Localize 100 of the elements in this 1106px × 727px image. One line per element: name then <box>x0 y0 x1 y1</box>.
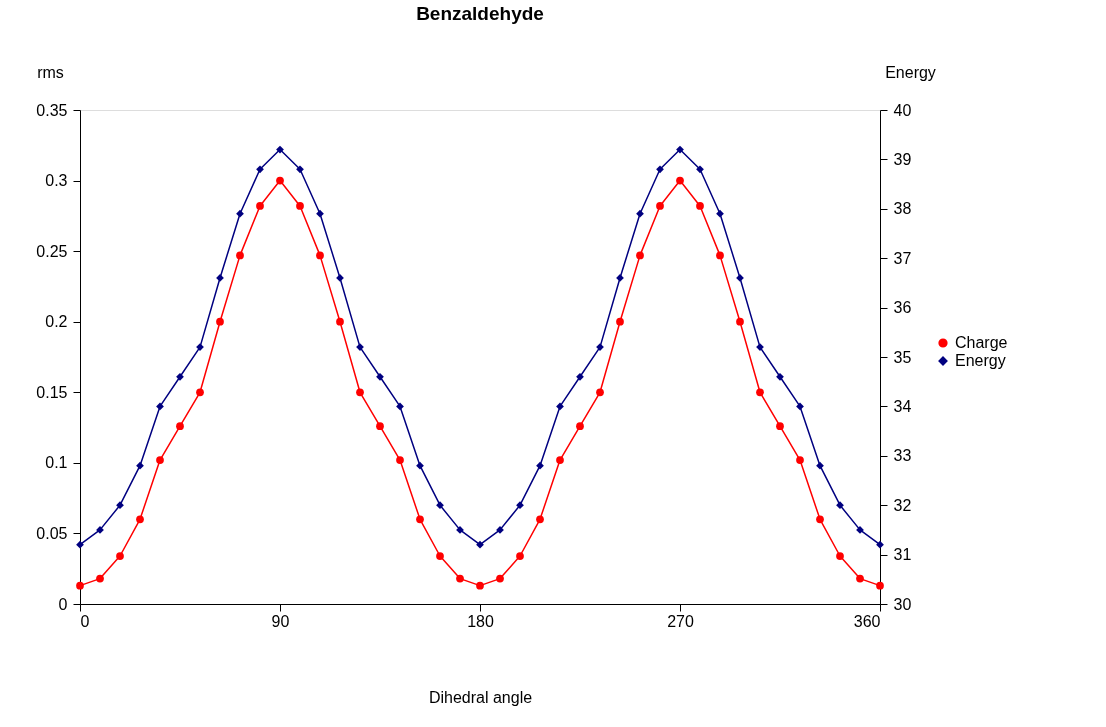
point <box>256 165 264 174</box>
point <box>456 574 464 583</box>
point <box>256 202 264 210</box>
point <box>236 209 244 218</box>
point <box>176 422 184 431</box>
point <box>296 165 304 174</box>
point <box>216 317 224 326</box>
y2-tick-label: 37 <box>893 249 912 267</box>
point <box>416 461 424 470</box>
point <box>396 456 404 464</box>
x-tick-label: 0 <box>80 612 90 630</box>
point <box>476 540 484 549</box>
point <box>496 574 504 583</box>
point <box>196 388 204 397</box>
point <box>596 388 604 397</box>
y-tick-label: 0.1 <box>45 454 68 472</box>
y2-tick-label: 33 <box>893 447 912 465</box>
y2-tick-label: 32 <box>893 496 912 514</box>
point <box>516 501 524 510</box>
point <box>876 581 884 590</box>
point <box>796 456 804 464</box>
y2-tick-label: 34 <box>893 397 912 415</box>
point <box>96 574 104 583</box>
point <box>716 209 724 218</box>
point <box>676 145 684 154</box>
point <box>656 202 664 210</box>
point <box>836 552 844 560</box>
y-axis-title: rms <box>37 63 64 81</box>
y2-axis-title: Energy <box>885 63 936 81</box>
point <box>136 461 144 470</box>
y-tick-label: 0.2 <box>45 313 68 331</box>
y-tick-label: 0.25 <box>36 242 68 260</box>
point <box>136 515 144 524</box>
point <box>796 402 804 411</box>
point <box>816 515 824 524</box>
point <box>836 501 844 510</box>
point <box>76 581 84 590</box>
point <box>236 251 244 260</box>
point <box>816 461 824 470</box>
point <box>536 515 544 524</box>
x-tick-label: 360 <box>853 612 881 630</box>
point <box>636 251 644 260</box>
point <box>396 402 404 411</box>
point <box>656 165 664 174</box>
point <box>776 372 784 381</box>
point <box>296 202 304 210</box>
point <box>316 209 324 218</box>
point <box>336 317 344 326</box>
point <box>556 402 564 411</box>
y2-tick-label: 40 <box>893 101 912 119</box>
chart-title: Benzaldehyde <box>416 3 544 24</box>
point <box>696 165 704 174</box>
point <box>76 540 84 549</box>
x-tick-label: 90 <box>271 612 290 630</box>
legend-label: Charge <box>955 334 1008 351</box>
x-tick-label: 180 <box>467 612 494 630</box>
point <box>736 317 744 326</box>
y2-tick-label: 39 <box>893 150 912 168</box>
point <box>576 372 584 381</box>
point <box>116 501 124 510</box>
point <box>316 251 324 260</box>
point <box>636 209 644 218</box>
y-tick-label: 0.35 <box>36 101 68 119</box>
legend-label: Energy <box>955 352 1006 369</box>
point <box>716 251 724 260</box>
point <box>776 422 784 431</box>
point <box>176 372 184 381</box>
y2-tick-label: 31 <box>893 546 912 564</box>
y2-tick-label: 36 <box>893 299 912 317</box>
point <box>276 176 284 185</box>
y-tick-label: 0.15 <box>36 383 68 401</box>
point <box>696 202 704 210</box>
y2-tick-label: 30 <box>893 595 912 613</box>
point <box>856 574 864 583</box>
point <box>876 540 884 549</box>
point <box>436 552 444 560</box>
point <box>476 581 484 590</box>
point <box>376 372 384 381</box>
point <box>516 552 524 560</box>
point <box>556 456 564 464</box>
point <box>416 515 424 524</box>
point <box>276 145 284 154</box>
point <box>116 552 124 560</box>
y-tick-label: 0.3 <box>45 172 68 190</box>
point <box>156 402 164 411</box>
point <box>376 422 384 431</box>
point <box>536 461 544 470</box>
point <box>156 456 164 464</box>
point <box>356 388 364 397</box>
point <box>436 501 444 510</box>
y2-tick-label: 38 <box>893 200 912 218</box>
point <box>676 176 684 185</box>
y2-tick-label: 35 <box>893 348 912 366</box>
point <box>616 317 624 326</box>
y-tick-label: 0.05 <box>36 524 68 542</box>
point <box>756 388 764 397</box>
y-tick-label: 0 <box>58 595 68 613</box>
point <box>576 422 584 431</box>
x-tick-label: 270 <box>667 612 694 630</box>
x-axis-title: Dihedral angle <box>428 688 533 706</box>
